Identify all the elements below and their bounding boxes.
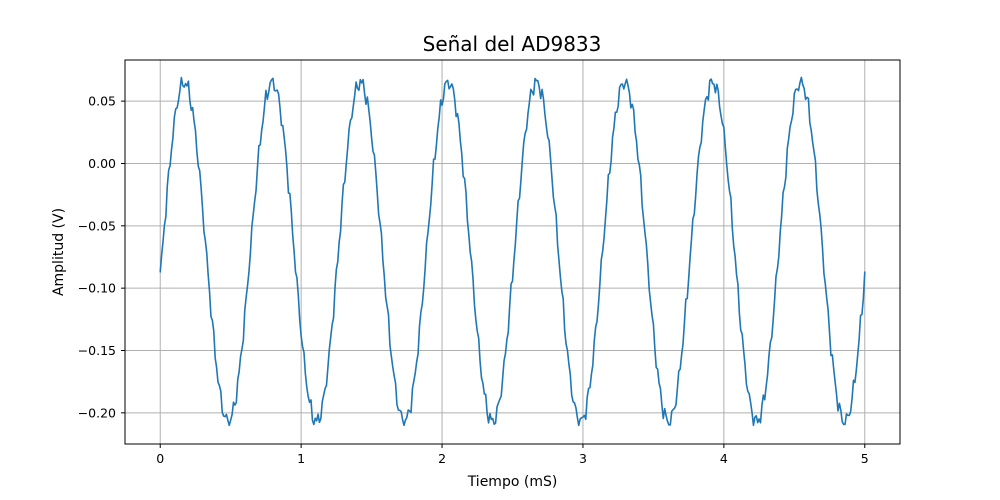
y-tick-label-0: −0.20 xyxy=(78,405,116,420)
x-tick-label-3: 3 xyxy=(579,451,587,466)
x-tick-label-4: 4 xyxy=(720,451,728,466)
signal-series-line xyxy=(159,76,866,427)
x-tick-label-0: 0 xyxy=(156,451,164,466)
y-axis-label: Amplitud (V) xyxy=(51,208,67,296)
ticks: 0 1 2 3 4 5 −0.20 −0.15 −0.10 −0.05 0.00 0.05 xyxy=(78,94,869,466)
chart-title: Señal del AD9833 xyxy=(423,32,602,56)
x-tick-label-1: 1 xyxy=(297,451,305,466)
x-tick-label-2: 2 xyxy=(438,451,446,466)
y-tick-label-5: 0.05 xyxy=(88,94,116,109)
y-tick-label-2: −0.10 xyxy=(78,281,116,296)
y-tick-label-1: −0.15 xyxy=(78,343,116,358)
y-tick-label-3: −0.05 xyxy=(78,218,116,233)
series-layer xyxy=(159,76,866,427)
plot-area-frame xyxy=(124,59,901,445)
grid xyxy=(125,60,900,444)
y-tick-label-4: 0.00 xyxy=(88,156,116,171)
x-axis-label: Tiempo (mS) xyxy=(467,474,558,490)
x-tick-label-5: 5 xyxy=(861,451,869,466)
